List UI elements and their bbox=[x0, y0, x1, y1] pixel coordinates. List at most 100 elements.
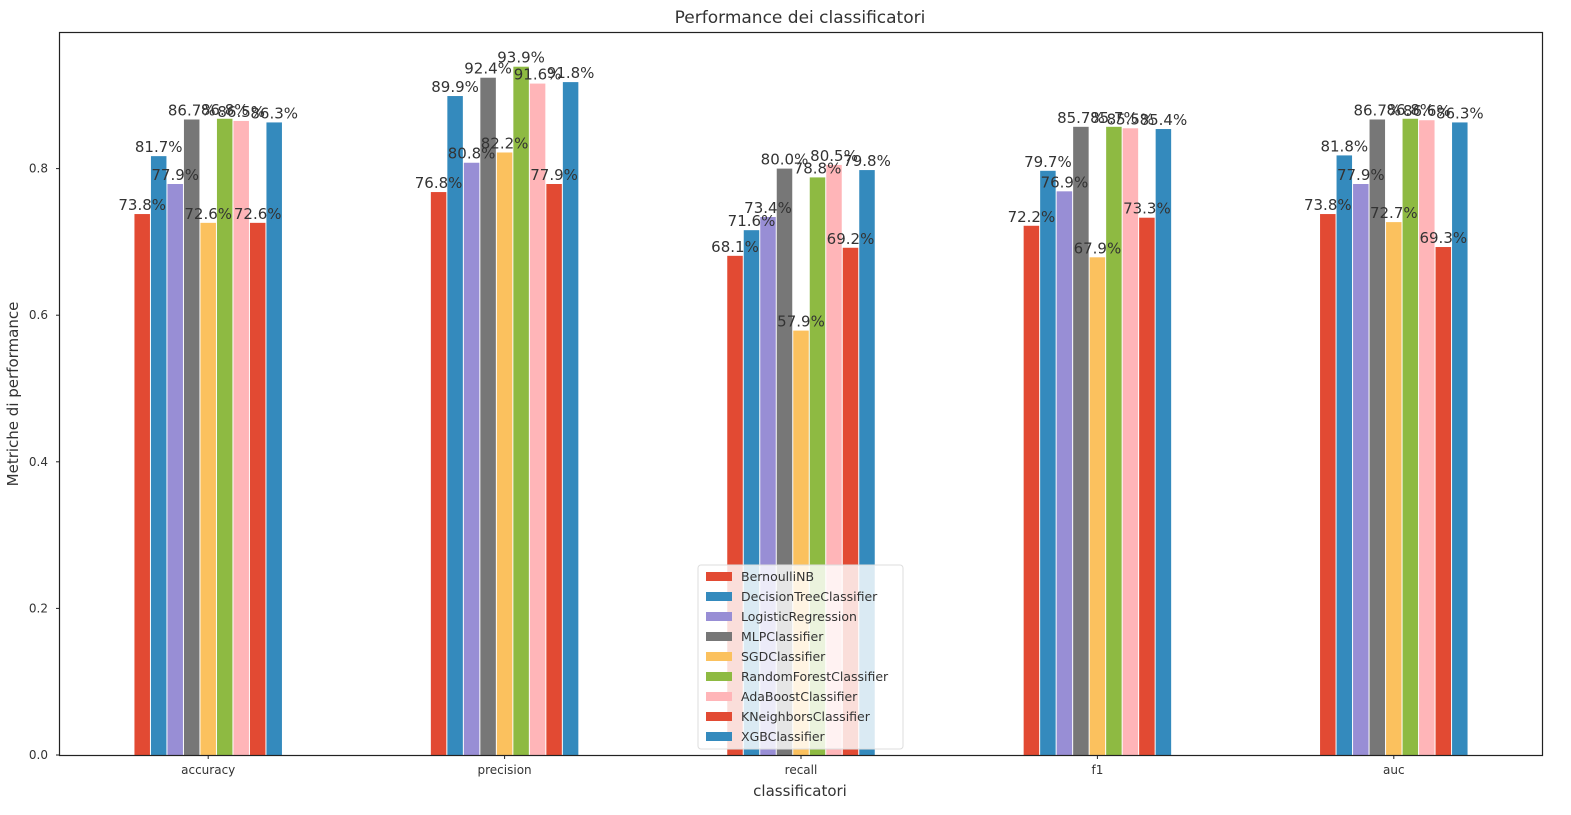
data-label: 73.8% bbox=[118, 196, 166, 214]
legend-swatch bbox=[706, 612, 732, 621]
bar bbox=[463, 162, 480, 756]
bar bbox=[480, 77, 496, 755]
bar bbox=[529, 83, 546, 755]
bar bbox=[1122, 128, 1139, 756]
data-label: 86.8% bbox=[201, 101, 249, 119]
data-label: 76.9% bbox=[1041, 173, 1089, 191]
y-tick-label: 0.2 bbox=[29, 601, 48, 615]
bar bbox=[1320, 214, 1336, 756]
bar bbox=[1435, 247, 1452, 755]
x-tick-label: recall bbox=[785, 763, 818, 777]
data-label: 68.1% bbox=[711, 238, 759, 256]
data-label: 85.7% bbox=[1090, 109, 1138, 127]
bar bbox=[447, 96, 463, 756]
legend-entry: XGBClassifier bbox=[741, 729, 826, 744]
bar bbox=[1139, 217, 1155, 755]
bar bbox=[513, 66, 529, 756]
data-label: 73.3% bbox=[1123, 200, 1171, 218]
bar bbox=[1073, 126, 1089, 755]
data-label: 85.7% bbox=[1057, 109, 1105, 127]
data-label: 72.2% bbox=[1008, 208, 1056, 226]
data-label: 86.5% bbox=[217, 103, 265, 121]
data-label: 67.9% bbox=[1074, 239, 1122, 257]
bar bbox=[1452, 122, 1468, 756]
data-label: 72.7% bbox=[1370, 204, 1418, 222]
data-label: 79.7% bbox=[1024, 153, 1072, 171]
data-label: 72.6% bbox=[234, 205, 282, 223]
x-tick-label: auc bbox=[1383, 763, 1405, 777]
data-label: 86.6% bbox=[1403, 102, 1451, 120]
bar bbox=[1336, 155, 1353, 755]
data-label: 73.8% bbox=[1304, 196, 1352, 214]
data-label: 57.9% bbox=[777, 313, 825, 331]
y-tick-label: 0.4 bbox=[29, 455, 48, 469]
data-label: 69.3% bbox=[1419, 229, 1467, 247]
y-axis: 0.0 0.2 0.4 0.6 0.8 bbox=[29, 162, 60, 762]
legend-entry: KNeighborsClassifier bbox=[741, 709, 871, 724]
bar bbox=[546, 184, 562, 755]
legend-swatch bbox=[706, 692, 732, 701]
data-label: 76.8% bbox=[415, 174, 463, 192]
bar bbox=[1040, 170, 1056, 756]
legend-entry: BernoulliNB bbox=[741, 569, 814, 584]
data-label: 80.8% bbox=[448, 145, 496, 163]
data-label: 81.7% bbox=[135, 138, 183, 156]
data-label: 77.9% bbox=[530, 166, 578, 184]
y-tick-label: 0.6 bbox=[29, 308, 48, 322]
data-label: 85.4% bbox=[1140, 111, 1188, 129]
bar bbox=[1402, 118, 1419, 755]
legend-entry: MLPClassifier bbox=[741, 629, 824, 644]
data-label: 92.4% bbox=[464, 60, 512, 78]
bar bbox=[1386, 222, 1402, 756]
data-label: 69.2% bbox=[827, 230, 875, 248]
data-label: 91.8% bbox=[547, 64, 595, 82]
y-axis-label: Metriche di performance bbox=[4, 302, 22, 487]
data-label: 86.3% bbox=[1436, 104, 1484, 122]
chart-title: Performance dei classificatori bbox=[675, 8, 926, 28]
data-label: 80.0% bbox=[761, 151, 809, 169]
data-label: 78.8% bbox=[794, 159, 842, 177]
legend-swatch bbox=[706, 592, 732, 601]
bar bbox=[249, 222, 266, 756]
legend-swatch bbox=[706, 732, 732, 741]
legend-swatch bbox=[706, 572, 732, 581]
x-axis-label: classificatori bbox=[753, 782, 847, 800]
bar bbox=[167, 184, 183, 755]
bar bbox=[1106, 126, 1122, 755]
legend-entry: RandomForestClassifier bbox=[741, 669, 889, 684]
data-label: 82.2% bbox=[481, 134, 529, 152]
bar bbox=[1155, 129, 1172, 755]
x-tick-label: precision bbox=[478, 763, 532, 777]
data-label: 86.8% bbox=[1386, 101, 1434, 119]
x-tick-label: f1 bbox=[1091, 763, 1103, 777]
bar bbox=[1089, 257, 1106, 755]
bar bbox=[1419, 120, 1435, 756]
x-axis: accuracy precision recall f1 auc bbox=[181, 755, 1405, 777]
data-label: 77.9% bbox=[1337, 166, 1385, 184]
data-label: 71.6% bbox=[728, 212, 776, 230]
bar bbox=[216, 118, 233, 755]
legend-entry: LogisticRegression bbox=[741, 609, 857, 624]
data-label: 72.6% bbox=[184, 205, 232, 223]
bar bbox=[134, 214, 150, 756]
legend-swatch bbox=[706, 712, 732, 721]
data-label: 93.9% bbox=[497, 49, 545, 67]
legend-entry: DecisionTreeClassifier bbox=[741, 589, 878, 604]
bar bbox=[496, 152, 513, 756]
data-label: 77.9% bbox=[151, 166, 199, 184]
bar bbox=[1353, 184, 1369, 755]
data-label: 85.5% bbox=[1107, 110, 1155, 128]
legend-swatch bbox=[706, 672, 732, 681]
bar bbox=[200, 222, 216, 756]
data-label: 86.7% bbox=[1353, 101, 1401, 119]
bar bbox=[233, 120, 249, 755]
data-label: 80.5% bbox=[810, 147, 858, 165]
data-label: 86.7% bbox=[168, 101, 216, 119]
y-tick-label: 0.8 bbox=[29, 162, 48, 176]
bar bbox=[266, 122, 282, 756]
bar bbox=[1023, 225, 1040, 755]
bar bbox=[430, 192, 447, 755]
data-label: 81.8% bbox=[1320, 137, 1368, 155]
bar bbox=[183, 119, 200, 756]
